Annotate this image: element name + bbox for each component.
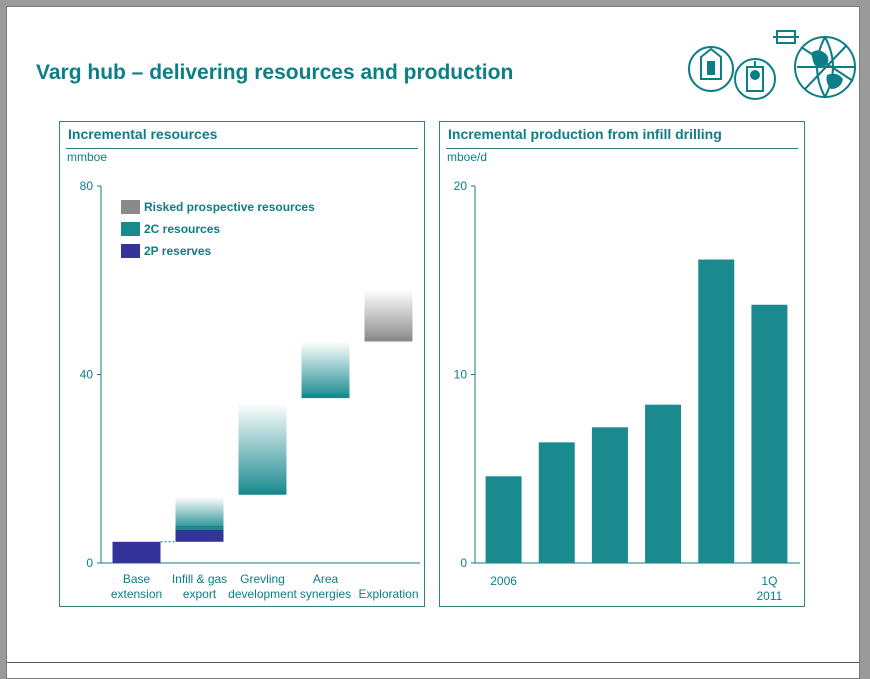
footer-divider [7,662,859,663]
production-chart-panel: Incremental production from infill drill… [439,121,805,607]
x-tick-label: 2011 [757,589,783,603]
x-tick-label: Infill & gas [172,572,227,586]
legend-label: 2P reserves [144,244,212,258]
x-tick-label: Base [123,572,151,586]
bar [698,259,735,563]
globe-tools-logo [688,30,856,100]
bar-segment-base [301,394,350,399]
y-tick-label: 0 [460,556,467,570]
bar [591,427,628,563]
panel-title-divider [66,148,418,149]
resources-chart-title: Incremental resources [68,126,218,142]
legend-swatch [121,200,140,214]
bar [751,304,788,563]
bar-segment [364,289,413,342]
y-tick-label: 20 [454,179,468,193]
bar [485,476,522,563]
x-tick-label: extension [111,587,162,601]
y-tick-label: 0 [86,556,93,570]
y-tick-label: 10 [454,368,468,382]
panel-title-divider [446,148,798,149]
x-tick-label: Area [313,572,339,586]
x-tick-label: 2006 [490,574,517,588]
x-tick-label: Exploration [358,587,418,601]
bar-segment-base [364,337,413,342]
bar-segment [175,530,224,542]
legend-swatch [121,244,140,258]
x-tick-label: development [228,587,297,601]
bar-segment [175,497,224,531]
bar [645,404,682,563]
y-tick-label: 80 [80,179,94,193]
resources-unit-label: mmboe [67,150,108,164]
page-title: Varg hub – delivering resources and prod… [36,61,514,84]
bar-segment [238,402,287,495]
x-tick-label: synergies [300,587,351,601]
production-unit-label: mboe/d [447,150,488,164]
x-tick-label: 1Q [761,574,777,588]
bar-segment-base [175,526,224,531]
legend-label: Risked prospective resources [144,200,315,214]
bar-segment [112,541,161,563]
bar-segment-base [238,490,287,495]
x-tick-label: export [183,587,217,601]
legend-label: 2C resources [144,222,220,236]
bar-segment [301,341,350,399]
legend-swatch [121,222,140,236]
production-chart-title: Incremental production from infill drill… [448,126,722,142]
x-tick-label: Grevling [240,572,285,586]
slide: Varg hub – delivering resources and prod… [6,6,860,679]
y-tick-label: 40 [80,368,94,382]
resources-chart-panel: Incremental resources mmboe 0 40 80 Base ext… [59,121,425,607]
bar [538,442,575,563]
